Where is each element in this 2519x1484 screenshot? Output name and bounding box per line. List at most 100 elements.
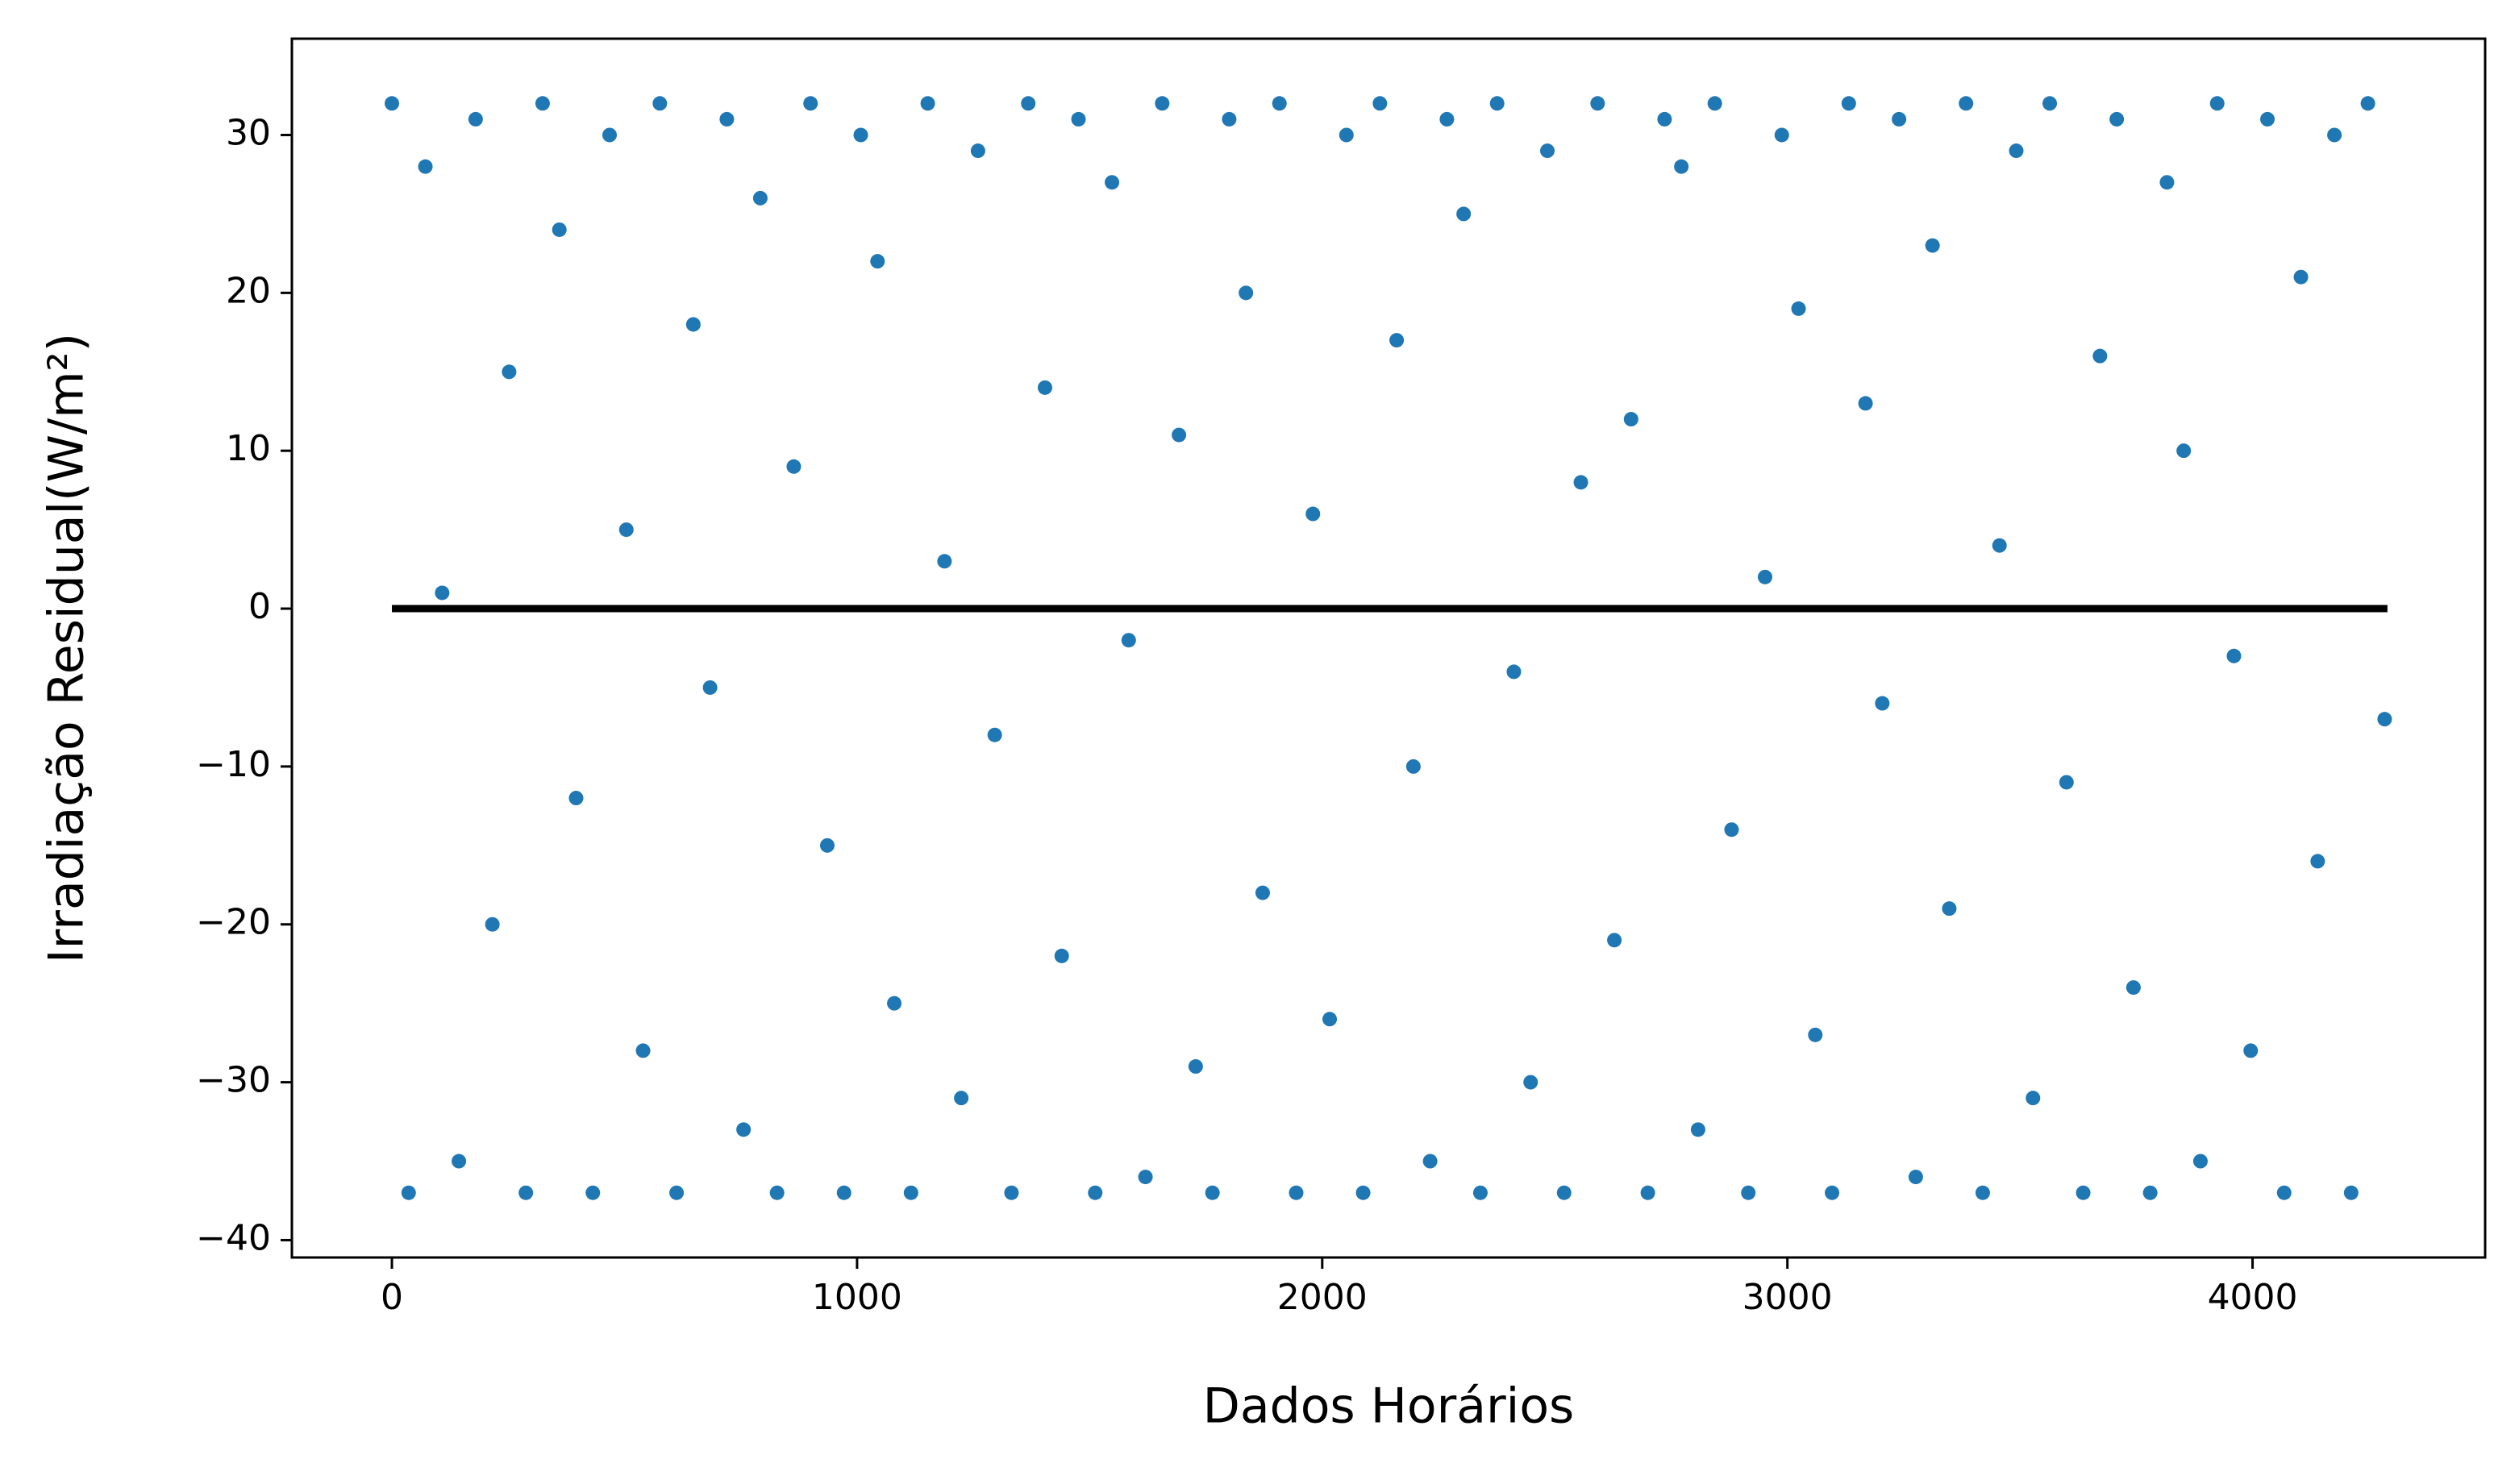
point [2327, 127, 2342, 143]
point [1037, 380, 1052, 395]
point [1992, 538, 2007, 553]
point [2042, 96, 2058, 111]
point [1322, 1012, 1338, 1027]
point [1825, 1185, 1840, 1200]
point [1422, 1154, 1438, 1169]
point [1255, 885, 1270, 900]
point [1942, 901, 1957, 917]
point [1121, 633, 1136, 648]
point [2243, 1043, 2259, 1058]
point [702, 680, 718, 695]
point [452, 1154, 467, 1169]
point [1054, 948, 1069, 963]
point [2009, 143, 2024, 159]
point [1674, 159, 1689, 174]
point [1741, 1185, 1756, 1200]
point [1439, 111, 1455, 127]
x-tick-label: 0 [381, 1277, 403, 1318]
point [1791, 301, 1806, 316]
point [853, 127, 868, 143]
point [1623, 412, 1638, 427]
point [685, 317, 701, 332]
x-tick-label: 3000 [1742, 1277, 1833, 1318]
point [535, 96, 550, 111]
point [1239, 285, 1254, 301]
point [1205, 1185, 1220, 1200]
plot-area [385, 96, 2392, 1200]
point [385, 96, 400, 111]
point [803, 96, 818, 111]
point [1925, 238, 1940, 253]
point [1088, 1185, 1103, 1200]
point [1456, 206, 1472, 222]
point [2026, 1091, 2041, 1106]
x-axis-label: Dados Horários [1203, 1378, 1575, 1435]
point [1523, 1075, 1538, 1090]
point [518, 1185, 534, 1200]
point [568, 791, 584, 806]
point [1908, 1170, 1923, 1185]
point [2076, 1185, 2091, 1200]
point [618, 522, 634, 538]
point [652, 96, 668, 111]
point [1858, 396, 1873, 411]
point [1289, 1185, 1304, 1200]
point [1959, 96, 1974, 111]
x-tick-label: 4000 [2208, 1277, 2298, 1318]
point [970, 143, 985, 159]
point [2377, 712, 2392, 727]
point [1138, 1170, 1153, 1185]
point [719, 111, 735, 127]
point [502, 364, 517, 380]
point [2310, 854, 2325, 869]
point [1172, 427, 1187, 443]
point [887, 996, 902, 1011]
point [1774, 127, 1789, 143]
point [1757, 569, 1772, 584]
x-tick-label: 1000 [812, 1277, 902, 1318]
point [1590, 96, 1605, 111]
point [1875, 696, 1890, 711]
point [1355, 1185, 1371, 1200]
y-tick-label: 0 [248, 586, 271, 627]
point [954, 1091, 969, 1106]
y-tick-label: −30 [196, 1060, 271, 1101]
point [1724, 822, 1739, 838]
point [1272, 96, 1287, 111]
point [2343, 1185, 2359, 1200]
point [2260, 111, 2275, 127]
point [401, 1185, 416, 1200]
point [485, 917, 500, 932]
point [870, 254, 885, 269]
point [2209, 96, 2225, 111]
point [2092, 348, 2108, 364]
point [2360, 96, 2375, 111]
point [1540, 143, 1555, 159]
point [418, 159, 433, 174]
point [2276, 1185, 2292, 1200]
point [769, 1185, 785, 1200]
axes-frame [290, 37, 2487, 1259]
point [1489, 96, 1505, 111]
point [552, 222, 567, 237]
point [635, 1043, 651, 1058]
point [752, 190, 768, 206]
point [1657, 111, 1672, 127]
y-tick-label: 20 [226, 270, 271, 311]
point [786, 459, 802, 474]
point [1607, 933, 1622, 948]
point [819, 838, 835, 853]
point [1841, 96, 1856, 111]
point [468, 111, 483, 127]
point [1808, 1027, 1823, 1042]
point [1188, 1059, 1203, 1075]
point [836, 1185, 851, 1200]
point [2142, 1185, 2158, 1200]
point [903, 1185, 918, 1200]
point [602, 127, 618, 143]
point [1405, 759, 1421, 774]
point [2126, 980, 2141, 996]
point [1556, 1185, 1572, 1200]
